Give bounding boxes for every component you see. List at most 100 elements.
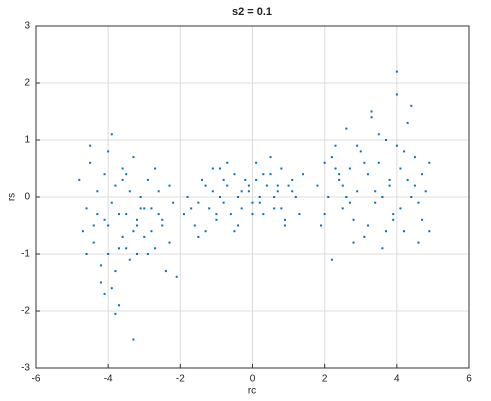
point — [193, 224, 196, 227]
point — [233, 173, 236, 176]
point — [417, 241, 420, 244]
point — [240, 207, 243, 210]
point — [255, 178, 258, 181]
point — [200, 178, 203, 181]
point — [211, 190, 214, 193]
point — [262, 173, 265, 176]
point — [381, 196, 384, 198]
point — [125, 247, 128, 250]
point — [125, 173, 128, 176]
point — [197, 201, 200, 204]
point — [269, 173, 272, 176]
point — [117, 213, 120, 216]
point — [392, 218, 395, 221]
point — [168, 184, 171, 187]
point — [92, 241, 95, 244]
point — [330, 258, 333, 261]
plot-frame — [35, 25, 470, 369]
x-tick-label: 4 — [394, 374, 400, 385]
point — [283, 218, 286, 221]
point — [121, 178, 124, 181]
point — [262, 213, 265, 216]
point — [157, 190, 160, 193]
point — [146, 253, 149, 255]
point — [146, 178, 149, 181]
point — [359, 150, 362, 153]
point — [255, 161, 258, 164]
point — [395, 70, 398, 73]
point — [237, 224, 240, 227]
point — [154, 167, 157, 170]
point — [117, 247, 120, 250]
y-tick-label: 3 — [24, 21, 30, 32]
point — [107, 150, 110, 153]
point — [381, 247, 384, 250]
point — [121, 235, 124, 238]
point — [399, 207, 402, 210]
point — [258, 196, 261, 198]
point — [107, 253, 110, 255]
point — [208, 207, 211, 210]
point — [78, 178, 81, 181]
point — [283, 224, 286, 227]
point — [161, 224, 164, 227]
point — [114, 312, 117, 315]
point — [164, 270, 167, 273]
point — [161, 218, 164, 221]
point — [215, 218, 218, 221]
point — [410, 104, 413, 107]
point — [276, 184, 279, 187]
point — [406, 178, 409, 181]
point — [125, 213, 128, 216]
point — [323, 213, 326, 216]
point — [139, 196, 142, 198]
point — [374, 201, 377, 204]
point — [276, 190, 279, 193]
point — [366, 173, 369, 176]
point — [182, 213, 185, 216]
point — [219, 167, 222, 170]
point — [265, 184, 268, 187]
point — [172, 201, 175, 204]
point — [316, 184, 319, 187]
point — [136, 224, 139, 227]
point — [388, 184, 391, 187]
point — [110, 201, 113, 204]
point — [417, 201, 420, 204]
point — [363, 235, 366, 238]
y-tick-label: 1 — [24, 135, 30, 146]
point — [222, 201, 225, 204]
y-tick-label: -3 — [21, 363, 30, 374]
point — [96, 190, 99, 193]
point — [168, 241, 171, 244]
point — [150, 207, 153, 210]
point — [190, 207, 193, 210]
point — [370, 116, 373, 119]
point — [334, 167, 337, 170]
point — [128, 258, 131, 261]
point — [128, 190, 131, 193]
x-tick-label: -2 — [176, 374, 185, 385]
point — [103, 292, 106, 295]
x-axis-label: rc — [248, 386, 256, 397]
point — [348, 201, 351, 204]
point — [247, 190, 250, 193]
point — [392, 213, 395, 216]
point — [85, 253, 88, 255]
point — [114, 270, 117, 273]
point — [291, 178, 294, 181]
point — [85, 207, 88, 210]
point — [136, 218, 139, 221]
point — [233, 230, 236, 233]
point — [388, 178, 391, 181]
point — [294, 196, 297, 198]
point — [121, 167, 124, 170]
point — [298, 213, 301, 216]
point — [89, 161, 92, 164]
point — [334, 144, 337, 147]
point — [421, 218, 424, 221]
point — [154, 247, 157, 250]
y-tick-label: 2 — [24, 78, 30, 89]
point — [96, 213, 99, 216]
